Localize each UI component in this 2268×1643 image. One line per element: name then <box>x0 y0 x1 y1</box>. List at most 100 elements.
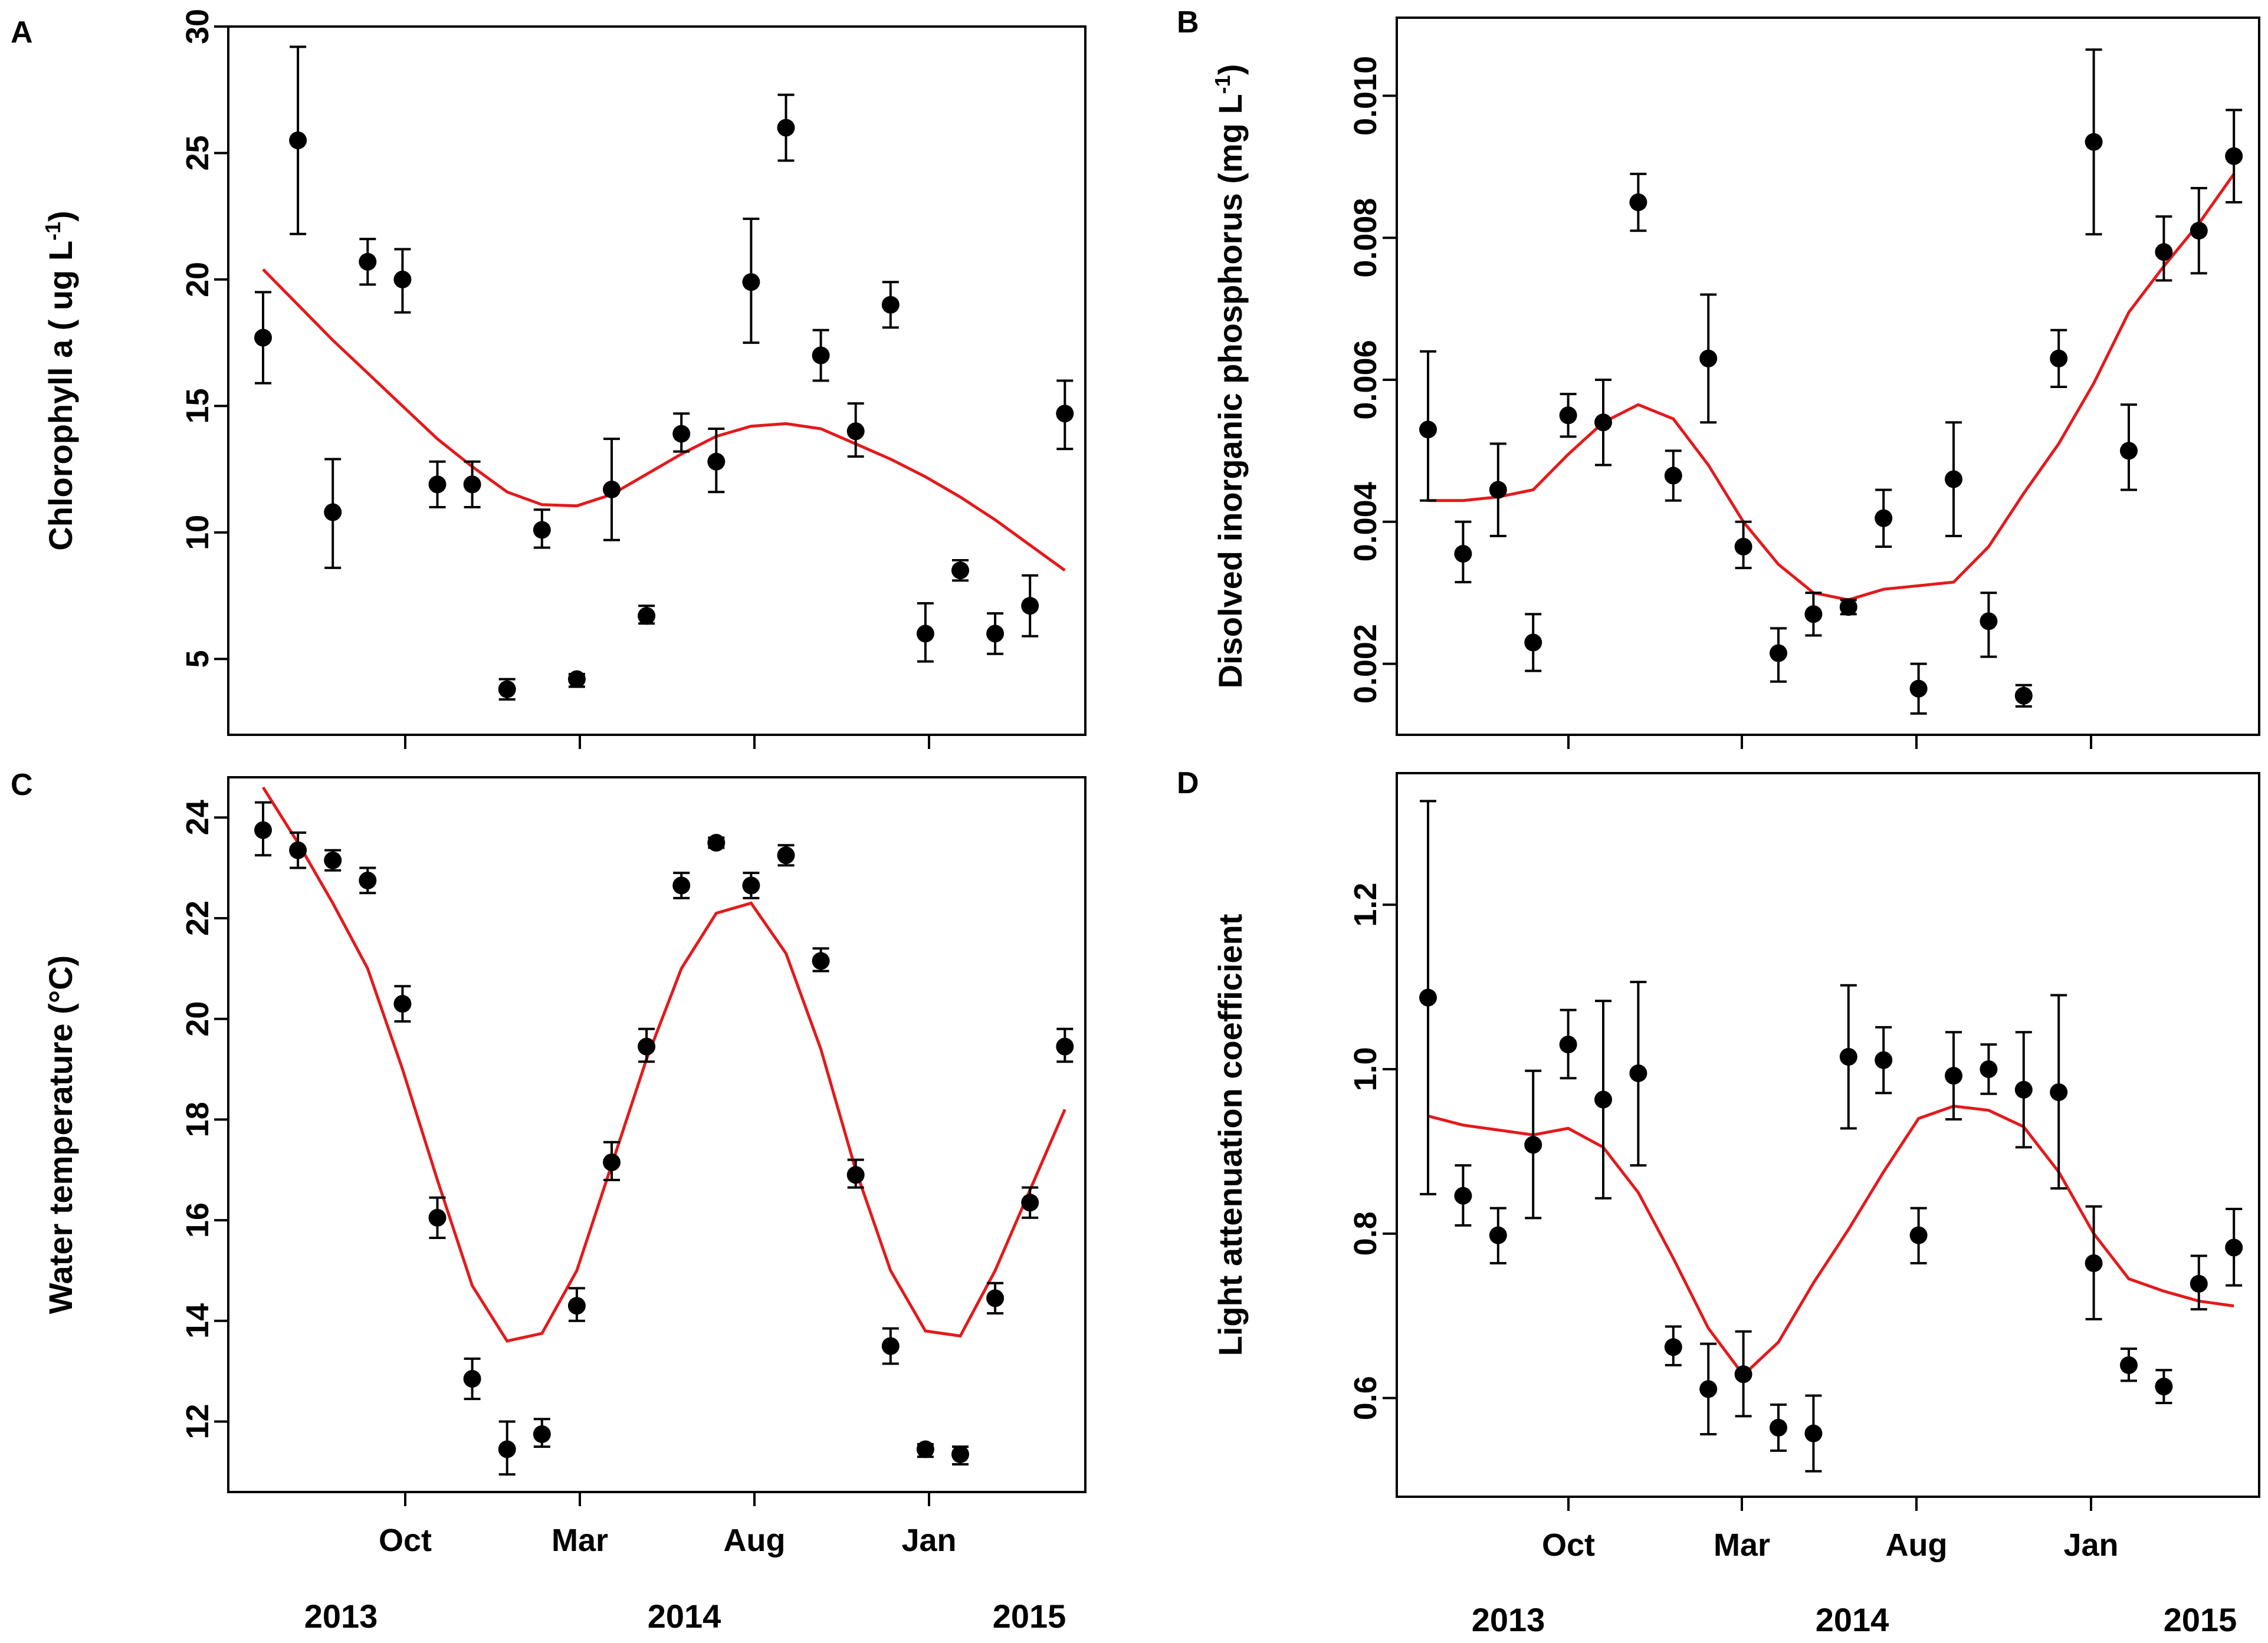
data-point <box>1980 1060 1998 1078</box>
data-point <box>707 452 726 471</box>
x-tick-label: Oct <box>379 1523 432 1558</box>
data-point <box>846 1166 865 1184</box>
data-point <box>1559 1036 1577 1054</box>
data-point <box>1699 1380 1718 1398</box>
data-point <box>567 1297 586 1315</box>
y-tick-label: 24 <box>180 800 215 835</box>
data-point <box>777 119 795 137</box>
data-point <box>742 876 760 895</box>
data-point <box>812 346 830 364</box>
data-point <box>777 846 795 865</box>
data-point <box>638 607 656 625</box>
data-point <box>2120 1356 2138 1374</box>
data-point <box>638 1037 656 1056</box>
x-tick-label: Mar <box>1714 1527 1770 1563</box>
y-tick-label: 15 <box>180 388 215 423</box>
y-tick-label: 20 <box>180 262 215 297</box>
data-point <box>1839 1048 1857 1066</box>
y-tick-label: 1.0 <box>1348 1047 1383 1091</box>
x-tick-label: Oct <box>1542 1527 1595 1563</box>
data-point <box>1524 633 1542 652</box>
x-tick-label: Jan <box>2063 1527 2118 1563</box>
data-point <box>951 1445 969 1463</box>
x-tick-label: Aug <box>1886 1527 1948 1563</box>
year-label-2015-left: 2015 <box>993 1598 1066 1635</box>
fit-line <box>1428 173 2236 602</box>
year-label-2015-right: 2015 <box>2164 1601 2237 1638</box>
y-axis-title: Disolved inorganic phosphorus (mg L-1) <box>1210 64 1249 689</box>
data-point <box>1909 679 1928 698</box>
y-tick-label: 0.006 <box>1348 340 1383 419</box>
plot-frame <box>227 25 1087 736</box>
data-point <box>1559 406 1577 425</box>
data-point <box>846 422 865 441</box>
data-point <box>1770 1418 1787 1437</box>
data-point <box>359 252 377 271</box>
data-point <box>1734 1365 1752 1384</box>
data-point <box>1056 405 1074 423</box>
data-point <box>359 871 377 889</box>
data-point <box>1454 1187 1472 1205</box>
panel-c: C 12 14 16 18 20 22 24 Water temperature (°C) Oct… <box>11 768 1087 1558</box>
data-point <box>533 1425 551 1443</box>
data-point <box>1945 470 1962 488</box>
data-point <box>254 821 272 839</box>
data-point <box>1419 420 1437 439</box>
data-point <box>1699 349 1718 367</box>
panel-b: B 0.002 0.004 0.006 0.008 0.010 Disolved inorg… <box>1177 5 2260 749</box>
data-point <box>498 1440 516 1458</box>
y-tick-label: 0.008 <box>1348 198 1383 278</box>
x-tick-label: Aug <box>724 1523 786 1558</box>
y-tick-label: 18 <box>180 1102 215 1137</box>
y-tick-label: 10 <box>180 515 215 550</box>
data-point <box>2225 147 2243 165</box>
data-point <box>1664 466 1682 485</box>
y-tick-label: 1.2 <box>1348 883 1383 927</box>
data-point <box>881 295 900 314</box>
y-axis-title: Water temperature (°C) <box>42 955 79 1314</box>
data-point <box>812 952 830 970</box>
y-tick-label: 30 <box>180 9 215 44</box>
data-point <box>463 475 481 494</box>
data-point <box>1734 537 1752 556</box>
data-point <box>603 1153 621 1171</box>
panel-d: D 0.6 0.8 1.0 1.2 Light attenuation coefficie… <box>1177 766 2260 1563</box>
data-point <box>463 1369 481 1388</box>
data-point <box>672 876 691 895</box>
y-axis-title: Chlorophyll a ( ug L-1) <box>41 211 80 550</box>
data-point <box>533 521 551 539</box>
data-point <box>881 1337 900 1355</box>
panel-letter: D <box>1177 766 1199 800</box>
data-point <box>1056 1037 1074 1056</box>
data-point <box>986 1289 1005 1307</box>
y-tick-label: 0.6 <box>1348 1376 1383 1420</box>
data-point <box>2155 1378 2173 1396</box>
data-point <box>1489 1226 1507 1244</box>
panel-letter: B <box>1177 5 1199 40</box>
data-point <box>1489 481 1507 499</box>
data-point <box>2120 442 2138 460</box>
data-point <box>1875 1051 1893 1069</box>
y-tick-label: 12 <box>180 1404 215 1439</box>
year-label-2013-right: 2013 <box>1472 1601 1545 1638</box>
x-tick-label: Mar <box>552 1523 608 1558</box>
data-point <box>1875 509 1893 527</box>
y-tick-label: 0.004 <box>1348 482 1383 561</box>
panel-letter: A <box>11 15 33 50</box>
data-point <box>2014 1080 2033 1099</box>
panels: A 5 10 15 20 25 30 Chlorophyll a ( ug L-1) B 0.00… <box>11 5 2260 1563</box>
data-point <box>254 328 272 347</box>
data-point <box>1594 1090 1612 1109</box>
data-point <box>1524 1136 1542 1154</box>
data-point <box>428 475 447 494</box>
data-point <box>567 670 586 688</box>
data-point <box>1629 193 1647 212</box>
data-point <box>498 680 516 698</box>
data-point <box>1804 1424 1823 1442</box>
data-point <box>428 1208 447 1227</box>
y-tick-label: 25 <box>180 135 215 170</box>
data-point <box>2155 243 2173 261</box>
y-tick-label: 14 <box>180 1303 215 1339</box>
plot-frame <box>1396 772 2260 1498</box>
